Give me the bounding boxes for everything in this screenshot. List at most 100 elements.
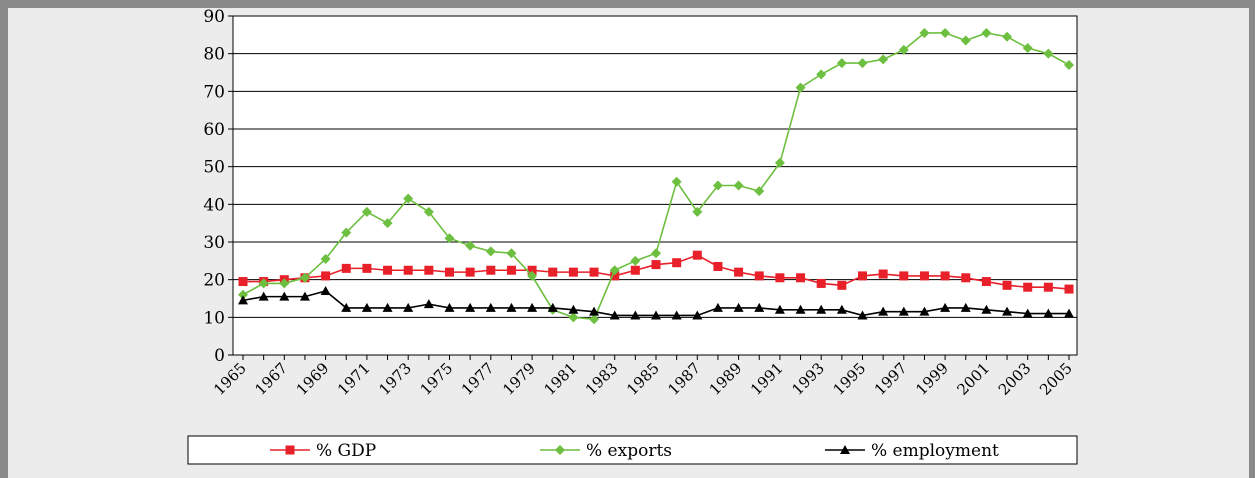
- marker: [444, 233, 455, 244]
- marker: [692, 206, 703, 217]
- marker: [1064, 308, 1074, 318]
- y-tick-label: 90: [203, 7, 225, 27]
- marker: [258, 278, 269, 289]
- marker: [1002, 280, 1012, 290]
- marker: [547, 302, 558, 312]
- marker: [840, 445, 850, 454]
- y-tick-label: 20: [203, 271, 225, 291]
- marker: [361, 206, 372, 217]
- marker: [423, 299, 434, 309]
- marker: [1064, 284, 1074, 294]
- marker: [754, 302, 765, 312]
- y-tick-label: 80: [203, 45, 225, 65]
- marker: [754, 271, 764, 281]
- marker: [651, 248, 661, 259]
- marker: [671, 176, 682, 187]
- marker: [485, 246, 496, 257]
- marker: [981, 304, 992, 314]
- marker: [279, 291, 290, 301]
- x-tick-label: 1967: [251, 359, 291, 399]
- marker: [279, 278, 290, 289]
- legend-label: % employment: [871, 441, 999, 461]
- marker: [712, 180, 723, 191]
- marker: [795, 304, 806, 314]
- y-tick-label: 40: [203, 195, 225, 215]
- x-tick-label: 1995: [830, 359, 870, 399]
- x-tick-label: 1979: [499, 359, 539, 399]
- marker: [609, 265, 620, 276]
- marker: [506, 265, 516, 275]
- x-tick-label: 1987: [664, 359, 704, 399]
- marker: [1043, 48, 1054, 59]
- marker: [816, 69, 827, 80]
- plot-area: [233, 16, 1077, 355]
- marker: [878, 54, 889, 65]
- x-tick-label: 1973: [375, 359, 415, 399]
- marker: [361, 302, 372, 312]
- marker: [527, 265, 537, 275]
- marker: [898, 306, 909, 316]
- marker: [403, 302, 414, 312]
- marker: [630, 265, 640, 275]
- y-tick-label: 50: [203, 158, 225, 178]
- marker: [816, 278, 826, 288]
- marker: [486, 265, 496, 275]
- marker: [465, 302, 476, 312]
- marker: [671, 310, 682, 320]
- marker: [285, 445, 295, 455]
- marker: [527, 302, 538, 312]
- marker: [362, 263, 372, 273]
- x-tick-label: 1989: [706, 359, 746, 399]
- marker: [836, 58, 847, 69]
- marker: [857, 58, 868, 69]
- marker: [960, 302, 971, 312]
- marker: [321, 271, 331, 281]
- marker: [610, 271, 620, 281]
- legend-label: % exports: [586, 441, 672, 461]
- marker: [238, 295, 248, 305]
- marker: [320, 285, 331, 295]
- marker: [754, 186, 765, 197]
- marker: [341, 227, 352, 238]
- x-tick-label: 1977: [458, 359, 498, 399]
- marker: [981, 277, 991, 287]
- marker: [775, 273, 785, 283]
- marker: [940, 27, 951, 38]
- marker: [733, 180, 744, 191]
- marker: [589, 314, 600, 325]
- marker: [238, 277, 248, 287]
- marker: [424, 265, 434, 275]
- marker: [733, 302, 744, 312]
- marker: [465, 267, 475, 277]
- marker: [712, 302, 723, 312]
- x-tick-label: 1985: [623, 359, 663, 399]
- marker: [692, 250, 702, 260]
- marker: [341, 263, 351, 273]
- marker: [403, 193, 414, 204]
- marker: [961, 273, 971, 283]
- marker: [795, 82, 806, 93]
- marker: [898, 44, 909, 55]
- marker: [485, 302, 496, 312]
- marker: [1022, 308, 1033, 318]
- marker: [774, 157, 785, 168]
- marker: [734, 267, 744, 277]
- marker: [555, 445, 565, 455]
- marker: [258, 291, 269, 301]
- marker: [423, 206, 434, 217]
- x-tick-label: 1971: [334, 359, 374, 399]
- marker: [630, 255, 641, 266]
- marker: [858, 271, 867, 281]
- marker: [816, 304, 827, 314]
- marker: [651, 310, 661, 320]
- marker: [981, 27, 992, 38]
- marker: [1043, 282, 1053, 292]
- marker: [320, 253, 331, 264]
- marker: [506, 302, 517, 312]
- marker: [630, 310, 641, 320]
- x-tick-label: 1981: [540, 359, 580, 399]
- x-tick-label: 1999: [912, 359, 952, 399]
- marker: [919, 306, 930, 316]
